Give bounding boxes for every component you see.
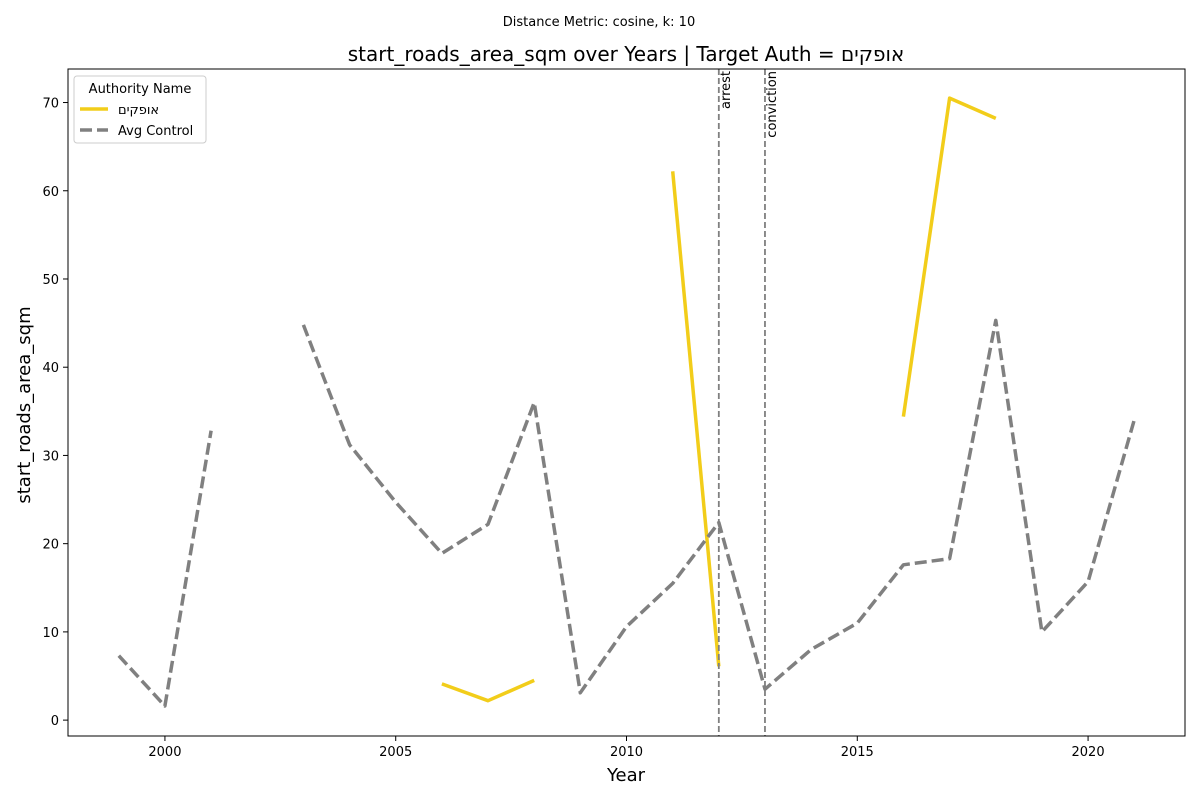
chart-title: start_roads_area_sqm over Years | Target…	[348, 42, 905, 66]
legend-label-series-2: Avg Control	[118, 124, 193, 139]
series-line-1	[441, 678, 535, 703]
y-axis: 0 10 20 30 40 50 60 70	[42, 97, 68, 729]
x-tick-label: 2015	[841, 745, 874, 760]
y-tick-label: 0	[51, 714, 59, 729]
y-tick-label: 50	[42, 273, 59, 288]
x-tick-label: 2010	[610, 745, 643, 760]
annotation-label: arrest	[719, 71, 734, 109]
x-tick-label: 2000	[148, 745, 181, 760]
x-tick-label: 2020	[1072, 745, 1105, 760]
series-line-1	[901, 96, 997, 417]
legend-box	[73, 75, 207, 144]
series-line-1	[670, 171, 721, 667]
plot-frame	[67, 68, 1186, 737]
y-tick-label: 70	[42, 97, 59, 112]
y-tick-label: 10	[42, 626, 59, 641]
x-axis-label: Year	[606, 765, 646, 786]
y-axis-label: start_roads_area_sqm	[14, 306, 35, 503]
plot-area: arrest conviction	[117, 69, 1136, 736]
y-tick-label: 20	[42, 538, 59, 553]
y-tick-label: 60	[42, 185, 59, 200]
chart-suptitle: Distance Metric: cosine, k: 10	[503, 15, 695, 30]
x-tick-label: 2005	[379, 745, 412, 760]
x-axis: 2000 2005 2010 2015 2020	[148, 736, 1105, 760]
series-line-2	[117, 430, 213, 708]
y-tick-label: 40	[42, 361, 59, 376]
legend: Authority Name אופקים Avg Control	[73, 75, 207, 144]
legend-title: Authority Name	[89, 82, 192, 97]
legend-label-series-1: אופקים	[118, 103, 159, 118]
annotation-label: conviction	[765, 71, 780, 138]
y-tick-label: 30	[42, 449, 59, 464]
